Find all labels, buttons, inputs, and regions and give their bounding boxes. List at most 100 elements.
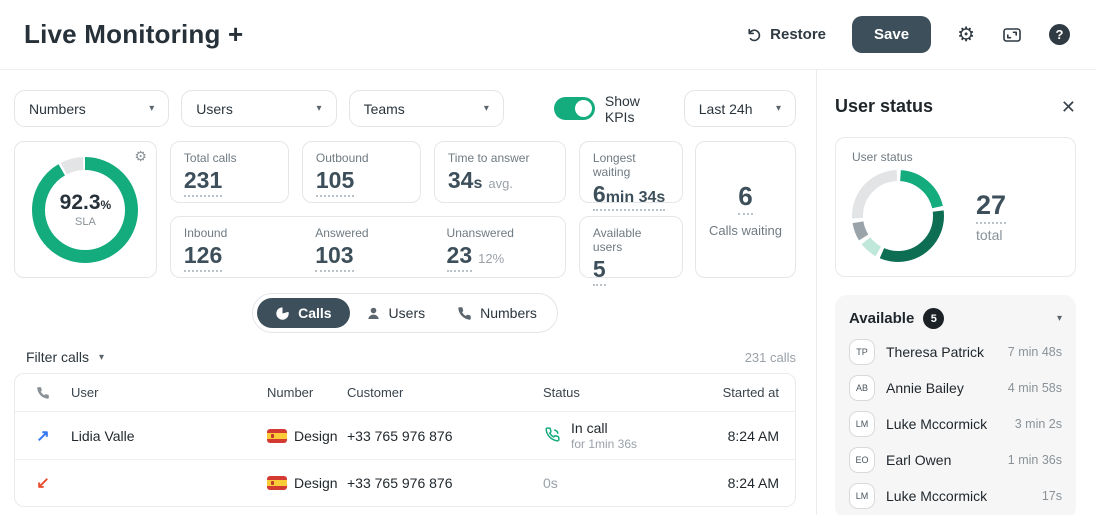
main-panel: Numbers ▾ Users ▾ Teams ▾ Show KPIs Last… <box>0 70 816 515</box>
column-header-number[interactable]: Number <box>267 385 314 400</box>
kpi-value: 103 <box>315 242 354 272</box>
kpi-label: Unanswered <box>446 226 514 240</box>
kpi-label: Answered <box>315 226 369 240</box>
avatar: LM <box>849 482 875 509</box>
kpi-unit: s <box>473 175 483 192</box>
spain-flag-icon <box>267 476 287 490</box>
available-section-header[interactable]: Available 5 ▾ <box>849 308 1062 329</box>
kpi-value: 23 <box>446 242 473 272</box>
save-button[interactable]: Save <box>852 16 932 53</box>
call-started-at: 8:24 AM <box>727 427 779 444</box>
kpi-label: Calls waiting <box>708 223 782 238</box>
kpi-inbound-group: Inbound 126 Answered 103 Unanswered 23 12… <box>169 216 566 278</box>
kpi-unanswered: Unanswered 23 12% <box>434 226 565 272</box>
tab-users[interactable]: Users <box>350 298 442 328</box>
kpi-label: Outbound <box>315 151 369 165</box>
close-icon[interactable]: ✕ <box>1060 96 1076 117</box>
call-status-detail: for 1min 36s <box>571 437 638 451</box>
chevron-down-icon: ▾ <box>99 351 105 363</box>
kpi-label: Total calls <box>183 151 237 165</box>
chevron-down-icon: ▾ <box>316 103 322 114</box>
call-status: 0s <box>543 475 558 491</box>
column-header-customer[interactable]: Customer <box>347 385 404 400</box>
list-item[interactable]: LM Luke Mccormick 3 min 2s <box>849 410 1062 437</box>
pie-chart-icon <box>275 306 290 321</box>
phone-icon <box>457 306 472 321</box>
chevron-down-icon: ▾ <box>1056 313 1062 324</box>
kpi-value: 6 <box>592 181 606 207</box>
kpi-label: Longest waiting <box>592 151 636 179</box>
user-status-time: 1 min 36s <box>1007 452 1062 467</box>
tab-numbers-label: Numbers <box>480 305 537 321</box>
kpi-value: 5 <box>592 256 606 286</box>
kpi-outbound: Outbound 105 <box>301 141 421 203</box>
time-range-dropdown[interactable]: Last 24h ▾ <box>683 90 796 127</box>
available-section: Available 5 ▾ TP Theresa Patrick 7 min 4… <box>835 295 1076 515</box>
kpi-time-to-answer: Time to answer 34s avg. <box>433 141 566 203</box>
show-kpis-label: Show KPIs <box>604 92 640 125</box>
list-item[interactable]: LM Luke Mccormick 17s <box>849 482 1062 509</box>
users-filter-dropdown[interactable]: Users ▾ <box>181 90 337 127</box>
kpi-label: Available users <box>592 226 642 254</box>
user-name: Luke Mccormick <box>886 415 988 432</box>
call-customer: +33 765 976 876 <box>347 475 453 491</box>
chevron-down-icon: ▾ <box>483 103 489 114</box>
table-toolbar: Filter calls ▾ 231 calls <box>26 349 796 365</box>
user-icon <box>366 306 381 321</box>
kpi-label: Time to answer <box>447 151 530 165</box>
table-header-row: User Number Customer Status Started at <box>15 374 795 412</box>
inbound-call-icon: ↙ <box>36 475 50 492</box>
table-row[interactable]: ↙ Design +33 765 976 876 0s 8:24 AM <box>15 459 795 506</box>
column-header-user[interactable]: User <box>71 385 99 400</box>
kpi-total-calls: Total calls 231 <box>169 141 289 203</box>
list-item[interactable]: TP Theresa Patrick 7 min 48s <box>849 338 1062 365</box>
filter-calls-dropdown[interactable]: Filter calls ▾ <box>26 349 104 365</box>
kpi-answered: Answered 103 <box>302 226 433 272</box>
user-name: Earl Owen <box>886 451 952 468</box>
sla-label: SLA <box>75 216 96 228</box>
table-row[interactable]: ↗ Lidia Valle Design +33 765 976 876 In … <box>15 412 795 459</box>
restore-button[interactable]: Restore <box>745 26 826 43</box>
available-count-badge: 5 <box>923 308 945 329</box>
numbers-filter-label: Numbers <box>29 100 86 117</box>
kpi-value: 6 <box>738 181 753 215</box>
show-kpis-toggle[interactable] <box>553 97 595 120</box>
filter-calls-label: Filter calls <box>26 349 90 365</box>
tab-calls[interactable]: Calls <box>257 298 350 328</box>
list-item[interactable]: EO Earl Owen 1 min 36s <box>849 446 1062 473</box>
header-actions: Restore Save ⚙ ? <box>745 16 1070 53</box>
call-user: Lidia Valle <box>71 427 135 444</box>
calls-count: 231 calls <box>744 350 796 365</box>
help-icon[interactable]: ? <box>1049 24 1070 45</box>
time-range-label: Last 24h <box>698 100 753 117</box>
kpi-label: Inbound <box>183 226 228 240</box>
toggle-knob <box>574 100 592 117</box>
list-item[interactable]: AB Annie Bailey 4 min 58s <box>849 374 1062 401</box>
column-header-started-at[interactable]: Started at <box>722 385 779 400</box>
avatar: LM <box>849 410 875 437</box>
user-status-time: 17s <box>1041 488 1062 503</box>
kpi-unit: min 34s <box>605 189 666 206</box>
outbound-call-icon: ↗ <box>36 427 50 445</box>
tab-numbers[interactable]: Numbers <box>441 298 553 328</box>
kpi-longest-waiting: Longest waiting 6min 34s <box>578 141 683 211</box>
user-name: Theresa Patrick <box>886 343 985 360</box>
total-users-label: total <box>976 226 1003 243</box>
user-name: Luke Mccormick <box>886 487 988 504</box>
numbers-filter-dropdown[interactable]: Numbers ▾ <box>14 90 170 127</box>
kpi-value: 231 <box>183 167 223 197</box>
in-call-phone-icon <box>543 426 562 445</box>
phone-icon <box>15 386 71 400</box>
fullscreen-icon[interactable] <box>1001 24 1023 46</box>
sla-unit: % <box>100 198 112 212</box>
column-header-status[interactable]: Status <box>543 385 580 400</box>
panel-title: User status <box>835 96 934 116</box>
chevron-down-icon: ▾ <box>775 103 781 114</box>
gear-icon[interactable]: ⚙ <box>957 23 975 46</box>
sla-settings-gear-icon[interactable]: ⚙ <box>134 148 147 164</box>
teams-filter-dropdown[interactable]: Teams ▾ <box>348 90 504 127</box>
kpi-block: ⚙ 92.3% SLA Total calls 231 Outb <box>14 141 796 286</box>
avatar: AB <box>849 374 875 401</box>
users-filter-label: Users <box>196 100 233 117</box>
user-name: Annie Bailey <box>886 379 964 396</box>
